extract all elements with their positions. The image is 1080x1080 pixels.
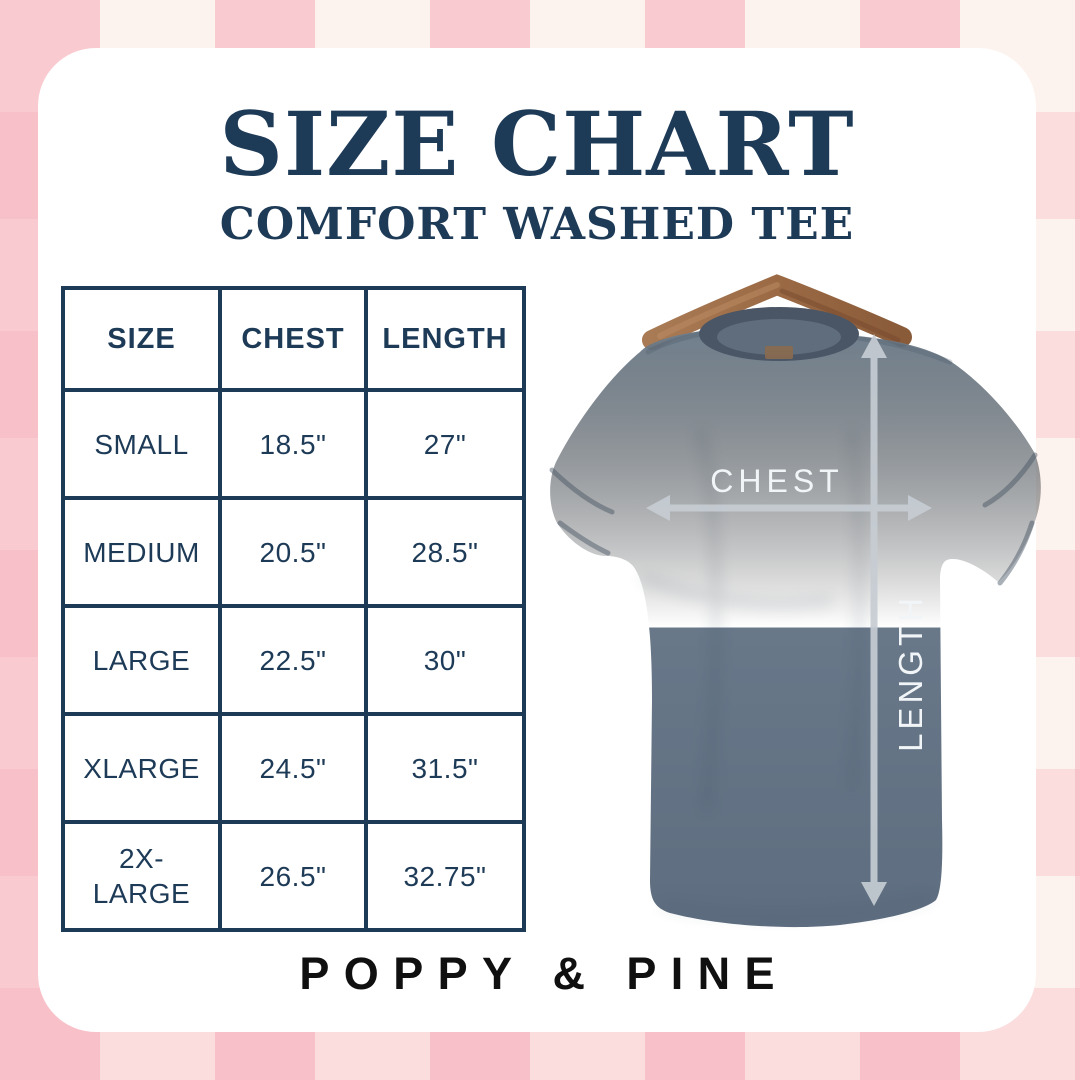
brand-name: POPPY & PINE — [299, 948, 789, 999]
chest-arrow-left-icon — [646, 495, 670, 521]
length-arrow-down-icon — [861, 882, 887, 906]
cell-size: LARGE — [61, 604, 222, 716]
cell-length: 28.5" — [364, 496, 526, 608]
page-subtitle: COMFORT WASHED TEE — [219, 199, 855, 250]
chest-arrow-right-icon — [908, 495, 932, 521]
cell-chest: 24.5" — [218, 712, 368, 824]
cell-size: 2X-LARGE — [61, 820, 222, 932]
cell-chest: 18.5" — [218, 388, 368, 500]
cell-chest: 22.5" — [218, 604, 368, 716]
measurement-arrows — [646, 334, 932, 906]
size-chart-table: SIZE CHEST LENGTH SMALL 18.5" 27" MEDIUM… — [61, 286, 526, 932]
tshirt-illustration — [549, 307, 1041, 928]
cell-length: 30" — [364, 604, 526, 716]
cell-size: SMALL — [61, 388, 222, 500]
table-row: LARGE 22.5" 30" — [61, 604, 526, 716]
wooden-hanger-icon — [642, 274, 912, 350]
cell-size: MEDIUM — [61, 496, 222, 608]
cell-length: 31.5" — [364, 712, 526, 824]
chest-measure-label: CHEST — [710, 463, 843, 499]
table-row: SMALL 18.5" 27" — [61, 388, 526, 500]
table-row: MEDIUM 20.5" 28.5" — [61, 496, 526, 608]
cell-chest: 26.5" — [218, 820, 368, 932]
table-row: XLARGE 24.5" 31.5" — [61, 712, 526, 824]
page-title: SIZE CHART — [219, 92, 855, 196]
header-chest: CHEST — [218, 286, 368, 392]
cell-size: XLARGE — [61, 712, 222, 824]
cell-length: 32.75" — [364, 820, 526, 932]
cell-length: 27" — [364, 388, 526, 500]
cell-chest: 20.5" — [218, 496, 368, 608]
table-header-row: SIZE CHEST LENGTH — [61, 286, 526, 392]
length-arrow-up-icon — [861, 334, 887, 358]
header-length: LENGTH — [364, 286, 526, 392]
header-size: SIZE — [61, 286, 222, 392]
table-row: 2X-LARGE 26.5" 32.75" — [61, 820, 526, 932]
length-measure-label: LENGTH — [892, 594, 929, 752]
